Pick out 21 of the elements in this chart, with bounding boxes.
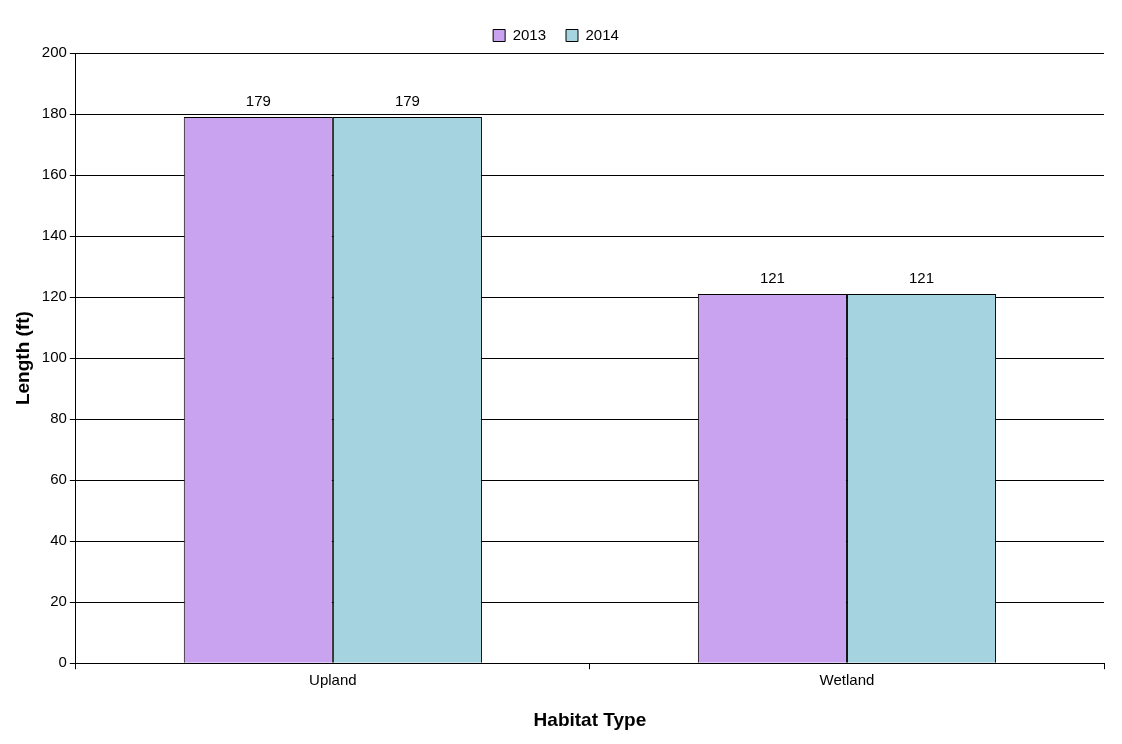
data-label: 121 [908,268,935,286]
y-axis-title: Length (ft) [11,311,33,406]
legend-label: 2014 [585,25,619,43]
y-tick-label: 80 [50,409,67,427]
legend-label: 2013 [512,25,547,43]
y-tick-label: 40 [50,531,67,549]
y-tick-label: 100 [41,348,67,366]
data-label: 179 [394,91,420,109]
x-tick-label: Wetland [819,671,875,689]
data-label: 121 [759,268,785,286]
y-tick-label: 160 [41,165,67,183]
y-tick-label: 120 [41,287,67,305]
y-tick-label: 140 [41,226,67,244]
y-tick-label: 200 [41,43,67,61]
data-label: 179 [245,91,271,109]
y-tick-label: 20 [50,592,67,610]
x-tick-label: Upland [309,671,357,689]
y-tick-label: 180 [41,104,67,122]
y-tick-label: 0 [58,653,67,671]
y-tick-label: 60 [50,470,67,488]
x-axis-title: Habitat Type [533,708,647,730]
